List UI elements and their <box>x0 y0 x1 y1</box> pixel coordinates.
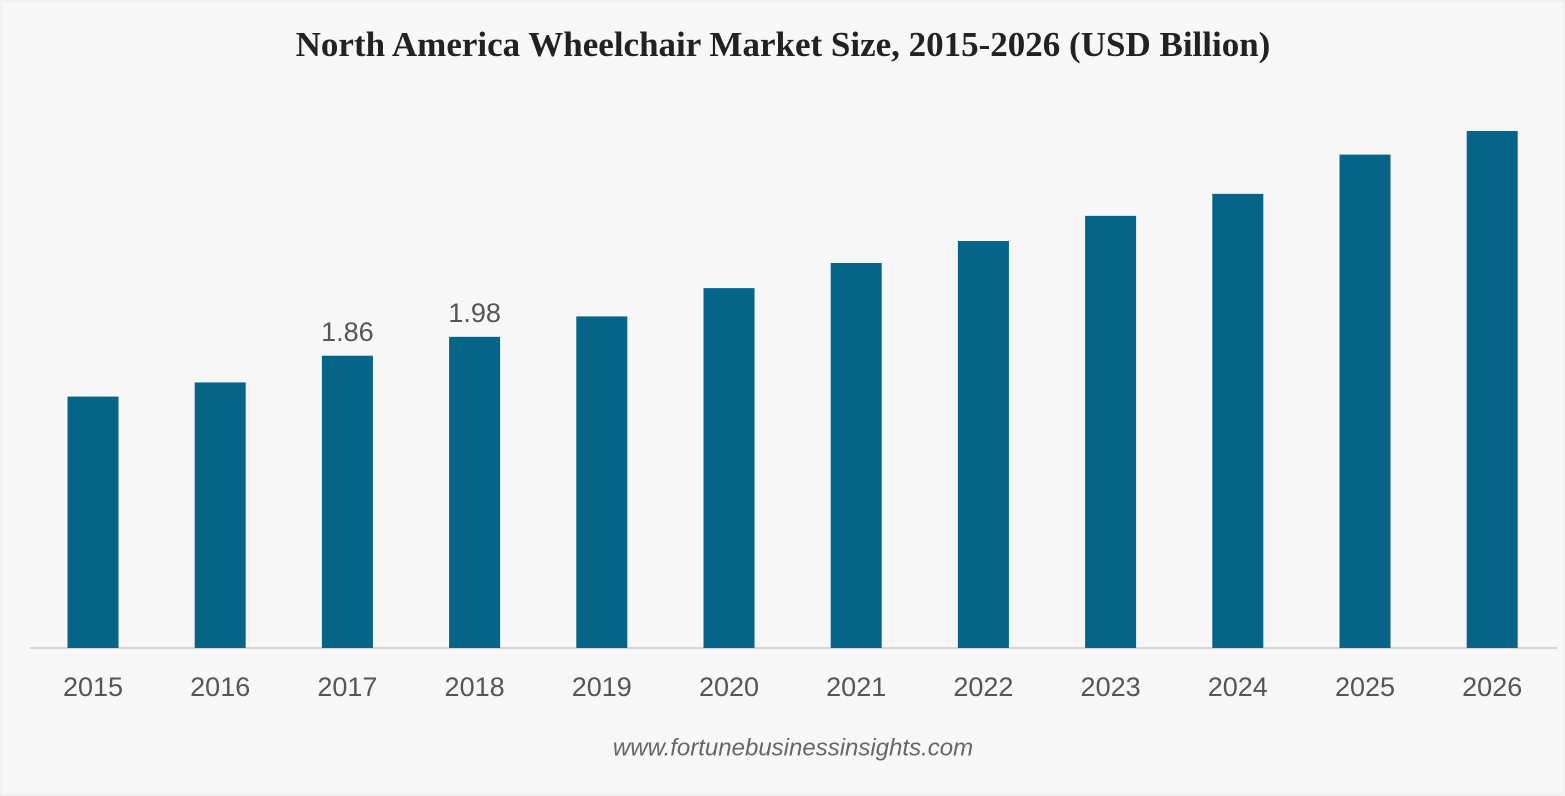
x-tick-label: 2018 <box>445 672 505 702</box>
bar <box>703 288 755 648</box>
x-tick-label: 2026 <box>1462 672 1522 702</box>
x-tick-label: 2022 <box>953 672 1013 702</box>
x-tick-label: 2020 <box>699 672 759 702</box>
bar <box>957 241 1009 648</box>
bar <box>449 336 501 648</box>
data-label: 1.98 <box>448 298 501 328</box>
bar <box>67 396 119 648</box>
x-tick-label: 2015 <box>63 672 123 702</box>
bar <box>1085 215 1137 648</box>
bar <box>321 355 373 648</box>
bar <box>1212 193 1264 648</box>
x-tick-label: 2019 <box>572 672 632 702</box>
data-label: 1.86 <box>321 317 374 347</box>
bar <box>194 382 246 648</box>
bar <box>576 316 628 648</box>
x-tick-label: 2024 <box>1208 672 1268 702</box>
x-tick-label: 2023 <box>1081 672 1141 702</box>
bar <box>830 263 882 648</box>
chart-title: North America Wheelchair Market Size, 20… <box>296 25 1271 64</box>
x-tick-label: 2021 <box>826 672 886 702</box>
source: www.fortunebusinessinsights.com <box>613 734 973 761</box>
bar <box>1339 154 1391 649</box>
x-tick-label: 2025 <box>1335 672 1395 702</box>
x-tick-label: 2017 <box>317 672 377 702</box>
x-tick-label: 2016 <box>190 672 250 702</box>
bar <box>1466 131 1518 648</box>
